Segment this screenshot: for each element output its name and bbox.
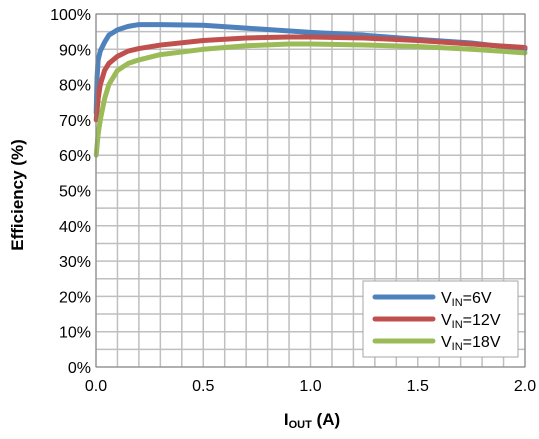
x-axis-label: IOUT (A) <box>284 410 340 431</box>
y-tick-label: 20% <box>59 289 91 306</box>
x-tick-label: 2.0 <box>514 378 536 395</box>
series-lines <box>93 22 528 158</box>
x-axis-label-unit: (A) <box>312 410 340 429</box>
x-axis-label-main: I <box>284 410 289 429</box>
x-axis-label-sub: OUT <box>289 419 313 431</box>
legend: VIN=6V VIN=12V VIN=18V <box>362 280 519 358</box>
x-tick-label: 0.5 <box>192 378 214 395</box>
y-tick-label: 90% <box>59 42 91 59</box>
y-tick-label: 80% <box>59 78 91 95</box>
y-tick-label: 50% <box>59 184 91 201</box>
x-tick-labels: 0.0 0.5 1.0 1.5 2.0 <box>85 378 536 395</box>
legend-label: VIN=12V <box>441 312 501 331</box>
y-tick-label: 40% <box>59 219 91 236</box>
plot-frame <box>95 13 526 368</box>
y-tick-label: 100% <box>50 7 91 24</box>
series-line <box>93 41 528 158</box>
y-tick-label: 70% <box>59 113 91 130</box>
legend-label: VIN=6V <box>441 290 492 309</box>
x-tick-label: 0.0 <box>85 378 107 395</box>
y-tick-label: 10% <box>59 325 91 342</box>
series-line <box>93 34 528 123</box>
y-tick-labels: 0% 10% 20% 30% 40% 50% 60% 70% 80% 90% 100% <box>50 7 91 377</box>
x-tick-label: 1.0 <box>299 378 321 395</box>
y-tick-label: 30% <box>59 254 91 271</box>
legend-label: VIN=18V <box>441 334 501 353</box>
x-tick-label: 1.5 <box>407 378 429 395</box>
y-tick-label: 60% <box>59 148 91 165</box>
y-tick-label: 0% <box>68 360 91 377</box>
y-axis-label: Efficiency (%) <box>8 139 27 250</box>
